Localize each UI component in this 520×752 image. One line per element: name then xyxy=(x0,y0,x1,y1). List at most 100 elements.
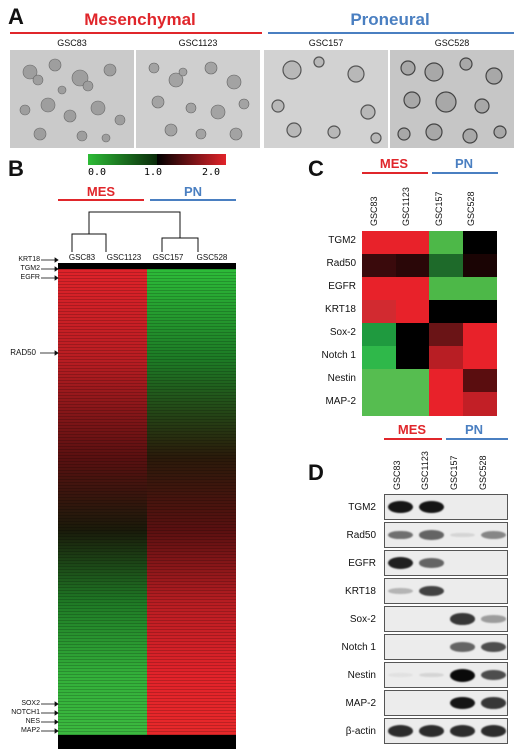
panel-b-pn-underline xyxy=(150,199,236,201)
panel-d-label-gsc157: GSC157 xyxy=(449,455,459,490)
panel-c-row-sox2: Sox-2 xyxy=(329,327,356,338)
panel-c-cell xyxy=(429,277,463,301)
panel-d-mes-label: MES xyxy=(397,422,427,437)
panel-c-cell xyxy=(395,277,430,301)
panel-c-cell xyxy=(362,392,396,416)
panel-d-row-sox2: Sox-2 xyxy=(349,614,376,625)
gene-label-krt18: KRT18 xyxy=(18,256,40,263)
panel-c-cell xyxy=(462,231,497,255)
panel-c-label-gsc83: GSC83 xyxy=(369,196,379,226)
panel-c-cell xyxy=(462,323,497,347)
panel-c-pn-underline xyxy=(432,172,498,174)
blot-strip xyxy=(384,662,508,688)
micrograph-gsc528-image xyxy=(390,50,514,148)
panel-a-label-gsc83: GSC83 xyxy=(57,38,87,48)
blot-strip xyxy=(384,606,508,632)
panel-c-mes-underline xyxy=(362,172,428,174)
panel-c-cell xyxy=(462,369,497,393)
panel-c-cell xyxy=(395,392,430,416)
panel-c-row-map2: MAP-2 xyxy=(325,396,356,407)
blot-band xyxy=(481,725,506,737)
panel-c-cell xyxy=(362,323,396,347)
panel-d-row-rad50: Rad50 xyxy=(346,530,376,541)
gene-label-rad50: RAD50 xyxy=(10,348,36,357)
panel-c-mes-label: MES xyxy=(379,156,409,171)
micrograph-gsc1123-image xyxy=(136,50,260,148)
panel-c-cell xyxy=(462,300,497,324)
panel-c-cell xyxy=(362,346,396,370)
panel-c-cell xyxy=(429,231,463,255)
blot-band xyxy=(481,530,506,540)
blot-band xyxy=(419,725,444,737)
panel-c-row-nestin: Nestin xyxy=(327,373,356,384)
micrograph-gsc83-image xyxy=(10,50,134,148)
panel-d-label-gsc83: GSC83 xyxy=(392,460,402,490)
gene-label-nes: NES xyxy=(25,718,40,725)
blot-band xyxy=(481,697,506,709)
panel-c-cell xyxy=(462,346,497,370)
panel-d-pn-underline xyxy=(446,438,508,440)
panel-c-cell xyxy=(362,369,396,393)
blot-strip xyxy=(384,634,508,660)
panel-d-row-nestin: Nestin xyxy=(347,670,376,681)
gene-label-sox2: SOX2 xyxy=(21,700,40,707)
panel-d-row-map2: MAP-2 xyxy=(345,698,376,709)
panel-d-row-egfr: EGFR xyxy=(348,558,376,569)
panel-c-cell xyxy=(429,346,463,370)
blot-band xyxy=(450,613,475,625)
panel-b-letter: B xyxy=(8,156,24,181)
panel-b-label-gsc1123: GSC1123 xyxy=(106,253,142,262)
panel-d-row-krt18: KRT18 xyxy=(345,586,376,597)
blot-strip xyxy=(384,494,508,520)
panel-c-row-tgm2: TGM2 xyxy=(328,235,356,246)
proneural-underline xyxy=(268,32,514,34)
panel-c-cell xyxy=(429,369,463,393)
panel-d-pn-label: PN xyxy=(464,422,484,437)
panel-c-row-rad50: Rad50 xyxy=(326,258,356,269)
panel-b-label-gsc83: GSC83 xyxy=(68,253,96,262)
color-scale-bar xyxy=(88,154,226,165)
panel-a-label-gsc1123: GSC1123 xyxy=(178,38,218,48)
gene-label-tgm2: TGM2 xyxy=(20,265,40,272)
blot-band xyxy=(419,558,444,568)
panel-d-label-gsc528: GSC528 xyxy=(478,455,488,490)
panel-c-label-gsc157: GSC157 xyxy=(434,191,444,226)
blot-band xyxy=(388,500,413,514)
expression-heatmap xyxy=(58,263,236,749)
panel-b-mes-label: MES xyxy=(86,184,116,199)
panel-c-cell xyxy=(395,369,430,393)
micrograph-gsc157 xyxy=(264,50,388,148)
blot-band xyxy=(450,696,475,710)
blot-band xyxy=(481,615,506,623)
panel-c-cell xyxy=(362,231,396,255)
panel-c-cell xyxy=(395,254,430,278)
micrograph-gsc1123 xyxy=(136,50,260,148)
blot-band xyxy=(450,642,475,652)
blot-band xyxy=(419,672,444,678)
panel-c-cell xyxy=(395,300,430,324)
blot-band xyxy=(388,672,413,678)
panel-c-heatmap xyxy=(362,231,497,416)
scale-tick-0: 0.0 xyxy=(88,167,107,178)
blot-band xyxy=(450,668,475,682)
blot-strip xyxy=(384,718,508,744)
blot-strip xyxy=(384,522,508,548)
panel-c-row-krt18: KRT18 xyxy=(325,304,356,315)
panel-b-label-gsc528: GSC528 xyxy=(196,253,228,262)
panel-c-pn-label: PN xyxy=(454,156,474,171)
blot-band xyxy=(450,725,475,737)
panel-b-label-gsc157: GSC157 xyxy=(152,253,184,262)
panel-c-cell xyxy=(429,254,463,278)
blot-band xyxy=(419,500,444,514)
panel-c-cell xyxy=(362,254,396,278)
panel-c-cell xyxy=(362,277,396,301)
blot-band xyxy=(450,532,475,538)
panel-c-row-egfr: EGFR xyxy=(328,281,356,292)
dendrogram xyxy=(71,211,199,252)
panel-c-cell xyxy=(462,254,497,278)
panel-a-label-gsc157: GSC157 xyxy=(308,38,344,48)
micrograph-gsc528 xyxy=(390,50,514,148)
panel-a-label-gsc528: GSC528 xyxy=(434,38,470,48)
panel-a-letter: A xyxy=(8,4,24,29)
blot-strip xyxy=(384,550,508,576)
